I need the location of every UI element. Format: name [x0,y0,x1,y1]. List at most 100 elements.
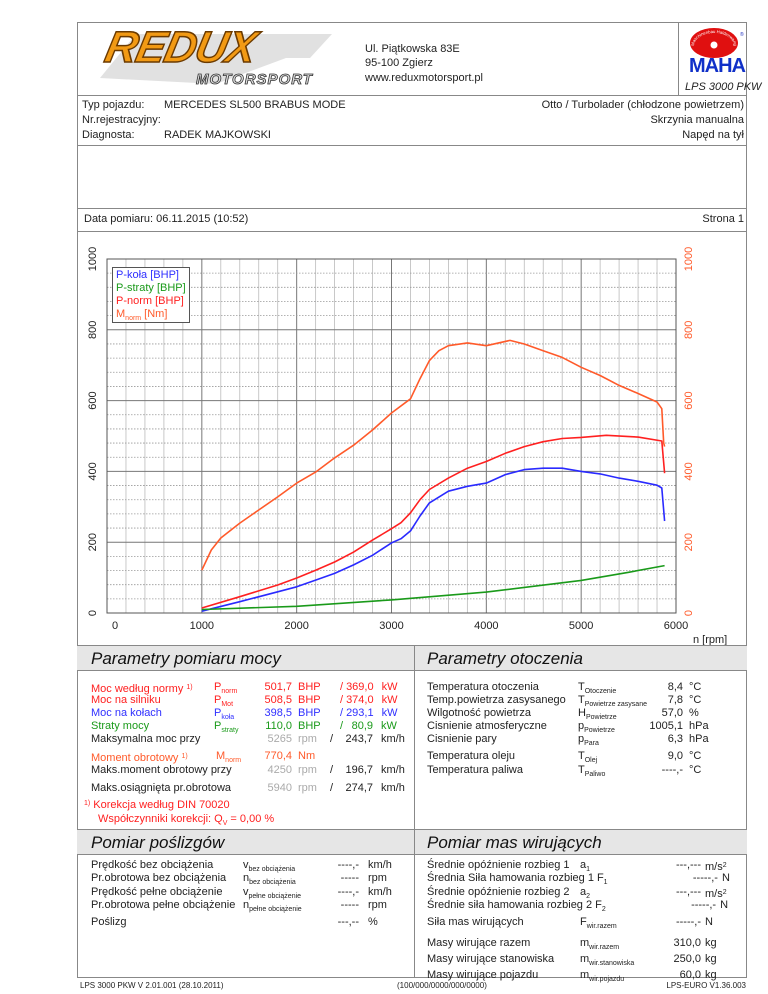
param-unit-1: BHP [298,707,321,719]
param-value: 8,4 [667,681,683,693]
series-line-kola [201,467,666,612]
param-unit-2: kW [381,681,398,693]
website: www.reduxmotorsport.pl [365,72,483,84]
param-symbol: Pstraty [214,720,239,734]
y-tick-label-right: 600 [683,391,695,409]
slip-row: Pr.obrotowa pełne obciążenie npełne obci… [0,899,768,913]
param-label: Cisnienie pary [427,733,497,745]
x-axis-label: n [rpm] [693,634,728,646]
power-row: Maks.moment obrotowy przy 4250 rpm / 196… [0,764,420,777]
separator: / [340,720,344,732]
param-label: Moc według normy 1) [91,683,193,695]
param-symbol: npełne obciążenie [243,899,302,913]
gearbox: Skrzynia manualna [650,114,744,126]
param-symbol: mwir.stanowiska [580,953,635,967]
param-label: Moc na silniku [91,694,161,706]
inertia-row: Średnie siła hamowania rozbieg 2 F2 ----… [0,899,768,913]
param-unit: km/h [368,886,392,898]
legend-kola: P-koła [BHP] [116,269,179,281]
param-value: 6,3 [667,733,683,745]
param-symbol: pPowietrze [578,720,615,734]
param-unit: % [689,707,699,719]
inertia-row: Siła mas wirujących Fwir.razem -----,- N [0,916,768,930]
param-value: ---,--- [675,859,701,871]
param-value: -----,- [675,916,701,928]
y-tick-label-left: 1000 [87,247,99,271]
param-symbol: nbez obciążenia [243,872,296,886]
param-label: Masy wirujące pojazdu [427,969,539,981]
param-symbol: Mnorm [216,750,242,764]
section-slip-header: Pomiar poślizgów Pomiar mas wirujących [77,829,747,855]
param-label: Temperatura oleju [427,750,516,762]
ambient-row: Temperatura otoczenia TOtoczenie 8,4 °C [0,681,768,695]
separator: / [340,694,344,706]
param-symbol: F1 [596,872,608,886]
footer-left: LPS 3000 PKW V 2.01.001 (28.10.2011) [80,981,224,990]
maha-logo: Maschinenbau Haldenwang ® MAHA [684,26,746,77]
inertia-row: Średnie opóźnienie rozbieg 1 a1 ---,--- … [0,859,768,873]
param-unit: m/s2 [705,888,727,900]
series-line-straty [201,564,665,611]
slip-section-title: Pomiar poślizgów [91,833,225,852]
ambient-row: Temperatura oleju TOlej 9,0 °C [0,750,768,764]
vehicle-type-label: Typ pojazdu: [82,99,145,111]
footnote: 1) Korekcja według DIN 70020 Współczynni… [84,799,275,827]
param-value-1: 5265 [267,733,292,745]
param-unit: kg [705,969,717,981]
address-line1: Ul. Piątkowska 83E [365,43,460,55]
separator: / [330,782,334,794]
power-row: Straty mocy Pstraty 110,0 BHP / 80,9 kW [0,720,420,734]
param-label: Masy wirujące razem [427,937,531,949]
inertia-section-title: Pomiar mas wirujących [427,833,602,852]
param-value: 57,0 [661,707,683,719]
param-label: Pr.obrotowa pełne obciążenie [91,899,236,911]
engine-type: Otto / Turbolader (chłodzone powietrzem) [541,99,744,111]
param-unit-1: BHP [298,681,321,693]
param-value-2: 80,9 [351,720,373,732]
param-unit: hPa [689,720,709,732]
param-unit: °C [689,694,702,706]
y-tick-label-left: 600 [87,391,99,409]
param-unit: N [705,916,713,928]
ambient-row: Cisnienie atmosferyczne pPowietrze 1005,… [0,720,768,734]
param-symbol: HPowietrze [578,707,617,721]
param-symbol: vbez obciążenia [243,859,296,873]
measurement-date: Data pomiaru: 06.11.2015 (10:52) [84,213,249,225]
inertia-row: Średnia Siła hamowania rozbieg 1 F1 ----… [0,872,768,886]
x-tick-label: 4000 [474,620,498,632]
param-unit-2: km/h [381,733,405,745]
param-unit-1: rpm [298,733,317,745]
y-tick-label-left: 200 [87,533,99,551]
legend: P-koła [BHP] P-straty [BHP] P-norm [BHP]… [112,267,190,323]
inertia-row: Masy wirujące razem mwir.razem 310,0 kg [0,937,768,951]
param-unit: rpm [368,872,387,884]
power-row: Maks.osiągnięta pr.obrotowa 5940 rpm / 2… [0,782,420,795]
ambient-row: Wilgotność powietrza HPowietrze 57,0 % [0,707,768,721]
param-value-2: 374,0 [346,694,374,706]
redux-logo: REDUX MOTORSPORT [96,22,336,90]
power-row: Maksymalna moc przy 5265 rpm / 243,7 km/… [0,733,420,746]
param-unit: kg [705,937,717,949]
page-number: Strona 1 [702,213,744,225]
param-value-2: 196,7 [345,764,373,776]
param-label: Maksymalna moc przy [91,733,201,745]
footer-right: LPS-EURO V1.36.003 [666,981,746,990]
x-tick-label: 1000 [190,620,214,632]
footer-center: (100/000/0000/000/0000) [397,981,487,990]
param-unit-1: BHP [298,694,321,706]
logo-text: REDUX [100,22,261,73]
inertia-row: Masy wirujące stanowiska mwir.stanowiska… [0,953,768,967]
param-label: Maks.osiągnięta pr.obrotowa [91,782,232,794]
param-value: 60,0 [679,969,701,981]
x-tick-label: 3000 [379,620,403,632]
param-value-2: 243,7 [345,733,373,745]
separator: / [340,681,344,693]
y-tick-label-right: 1000 [683,247,695,271]
section-power-header: Parametry pomiaru mocy Parametry otoczeni… [77,645,747,671]
param-symbol: Pkoła [214,707,235,721]
param-symbol: F2 [595,899,606,913]
device-name: LPS 3000 PKW [685,81,762,93]
param-symbol: a1 [580,859,591,873]
param-label: Temperatura paliwa [427,764,523,776]
param-symbol: Pnorm [214,681,238,695]
